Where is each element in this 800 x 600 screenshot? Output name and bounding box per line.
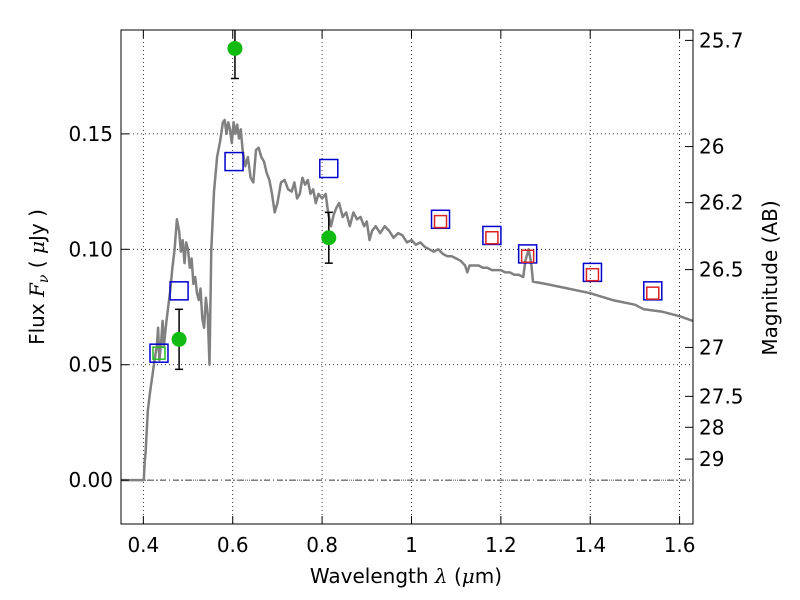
plot-area: [121, 30, 693, 482]
inner-photometry-square: [485, 231, 499, 245]
y-tick-label: 0.00: [68, 468, 113, 492]
model-photometry-square: [224, 151, 244, 172]
model-photometry-square: [319, 158, 339, 179]
y2-tick-label: 25.7: [699, 28, 744, 52]
y-axis-title-unit-open: (: [25, 260, 49, 268]
x-tick-label: 0.6: [217, 533, 249, 557]
y2-tick-label: 27.5: [699, 384, 744, 408]
y-axis-title: Flux Fν ( μJy ): [25, 209, 52, 345]
grid-lines: [121, 30, 693, 524]
plot-frame: [120, 29, 694, 525]
x-axis-title-unit-open: (: [454, 564, 462, 588]
y-axis-title-subscript: ν: [36, 274, 52, 283]
x-axis-title: Wavelength λ (μm): [310, 564, 502, 588]
inner-photometry-square: [646, 286, 660, 300]
y2-tick-label: 26: [699, 135, 724, 159]
model-photometry-square: [169, 281, 189, 301]
y2-tick-label: 28: [699, 415, 724, 439]
inner-photometry-square: [585, 267, 600, 282]
y-axis-title-unit-close: Jy ): [25, 209, 49, 243]
x-tick-label: 1.6: [664, 533, 696, 557]
x-axis-title-unit-close: m): [475, 564, 502, 588]
x-tick-label: 1.2: [485, 533, 517, 557]
spectrum-line: [121, 118, 693, 482]
x-tick-label: 0.8: [306, 533, 338, 557]
x-tick-label: 1.4: [574, 533, 606, 557]
x-tick-label: 0.4: [127, 533, 159, 557]
observed-point: [321, 230, 337, 246]
y2-tick-label: 26.2: [699, 191, 744, 215]
x-axis-title-word: Wavelength: [310, 564, 429, 588]
y-tick-label: 0.10: [68, 237, 113, 261]
y-tick-label: 0.05: [68, 353, 113, 377]
observed-point: [227, 40, 243, 56]
y2-tick-label: 27: [699, 335, 724, 359]
y-tick-label: 0.15: [68, 122, 113, 146]
y2-tick-label: 29: [699, 447, 724, 471]
inner-photometry-square: [520, 249, 535, 263]
x-axis-title-symbol: λ: [434, 564, 448, 588]
inner-photometry-square: [152, 346, 166, 360]
x-tick-label: 1: [405, 533, 418, 557]
y-axis-title-symbol: F: [25, 282, 49, 298]
axes: [120, 29, 694, 525]
model-photometry-square: [149, 343, 169, 363]
observed-point: [171, 331, 187, 347]
tick-labels: 0.4 0.6 0.8 1 1.2 1.4 1.6 0.00 0.05 0.10 0.15 25.7 2…: [68, 28, 743, 557]
x-axis-title-unit-symbol: μ: [462, 564, 475, 588]
y2-axis-title: Magnitude (AB): [758, 200, 782, 355]
inner-photometry-square: [433, 214, 448, 229]
y2-tick-label: 26.5: [699, 258, 744, 282]
y-axis-title-word: Flux: [25, 303, 49, 345]
y-axis-title-unit-symbol: μ: [25, 241, 49, 254]
